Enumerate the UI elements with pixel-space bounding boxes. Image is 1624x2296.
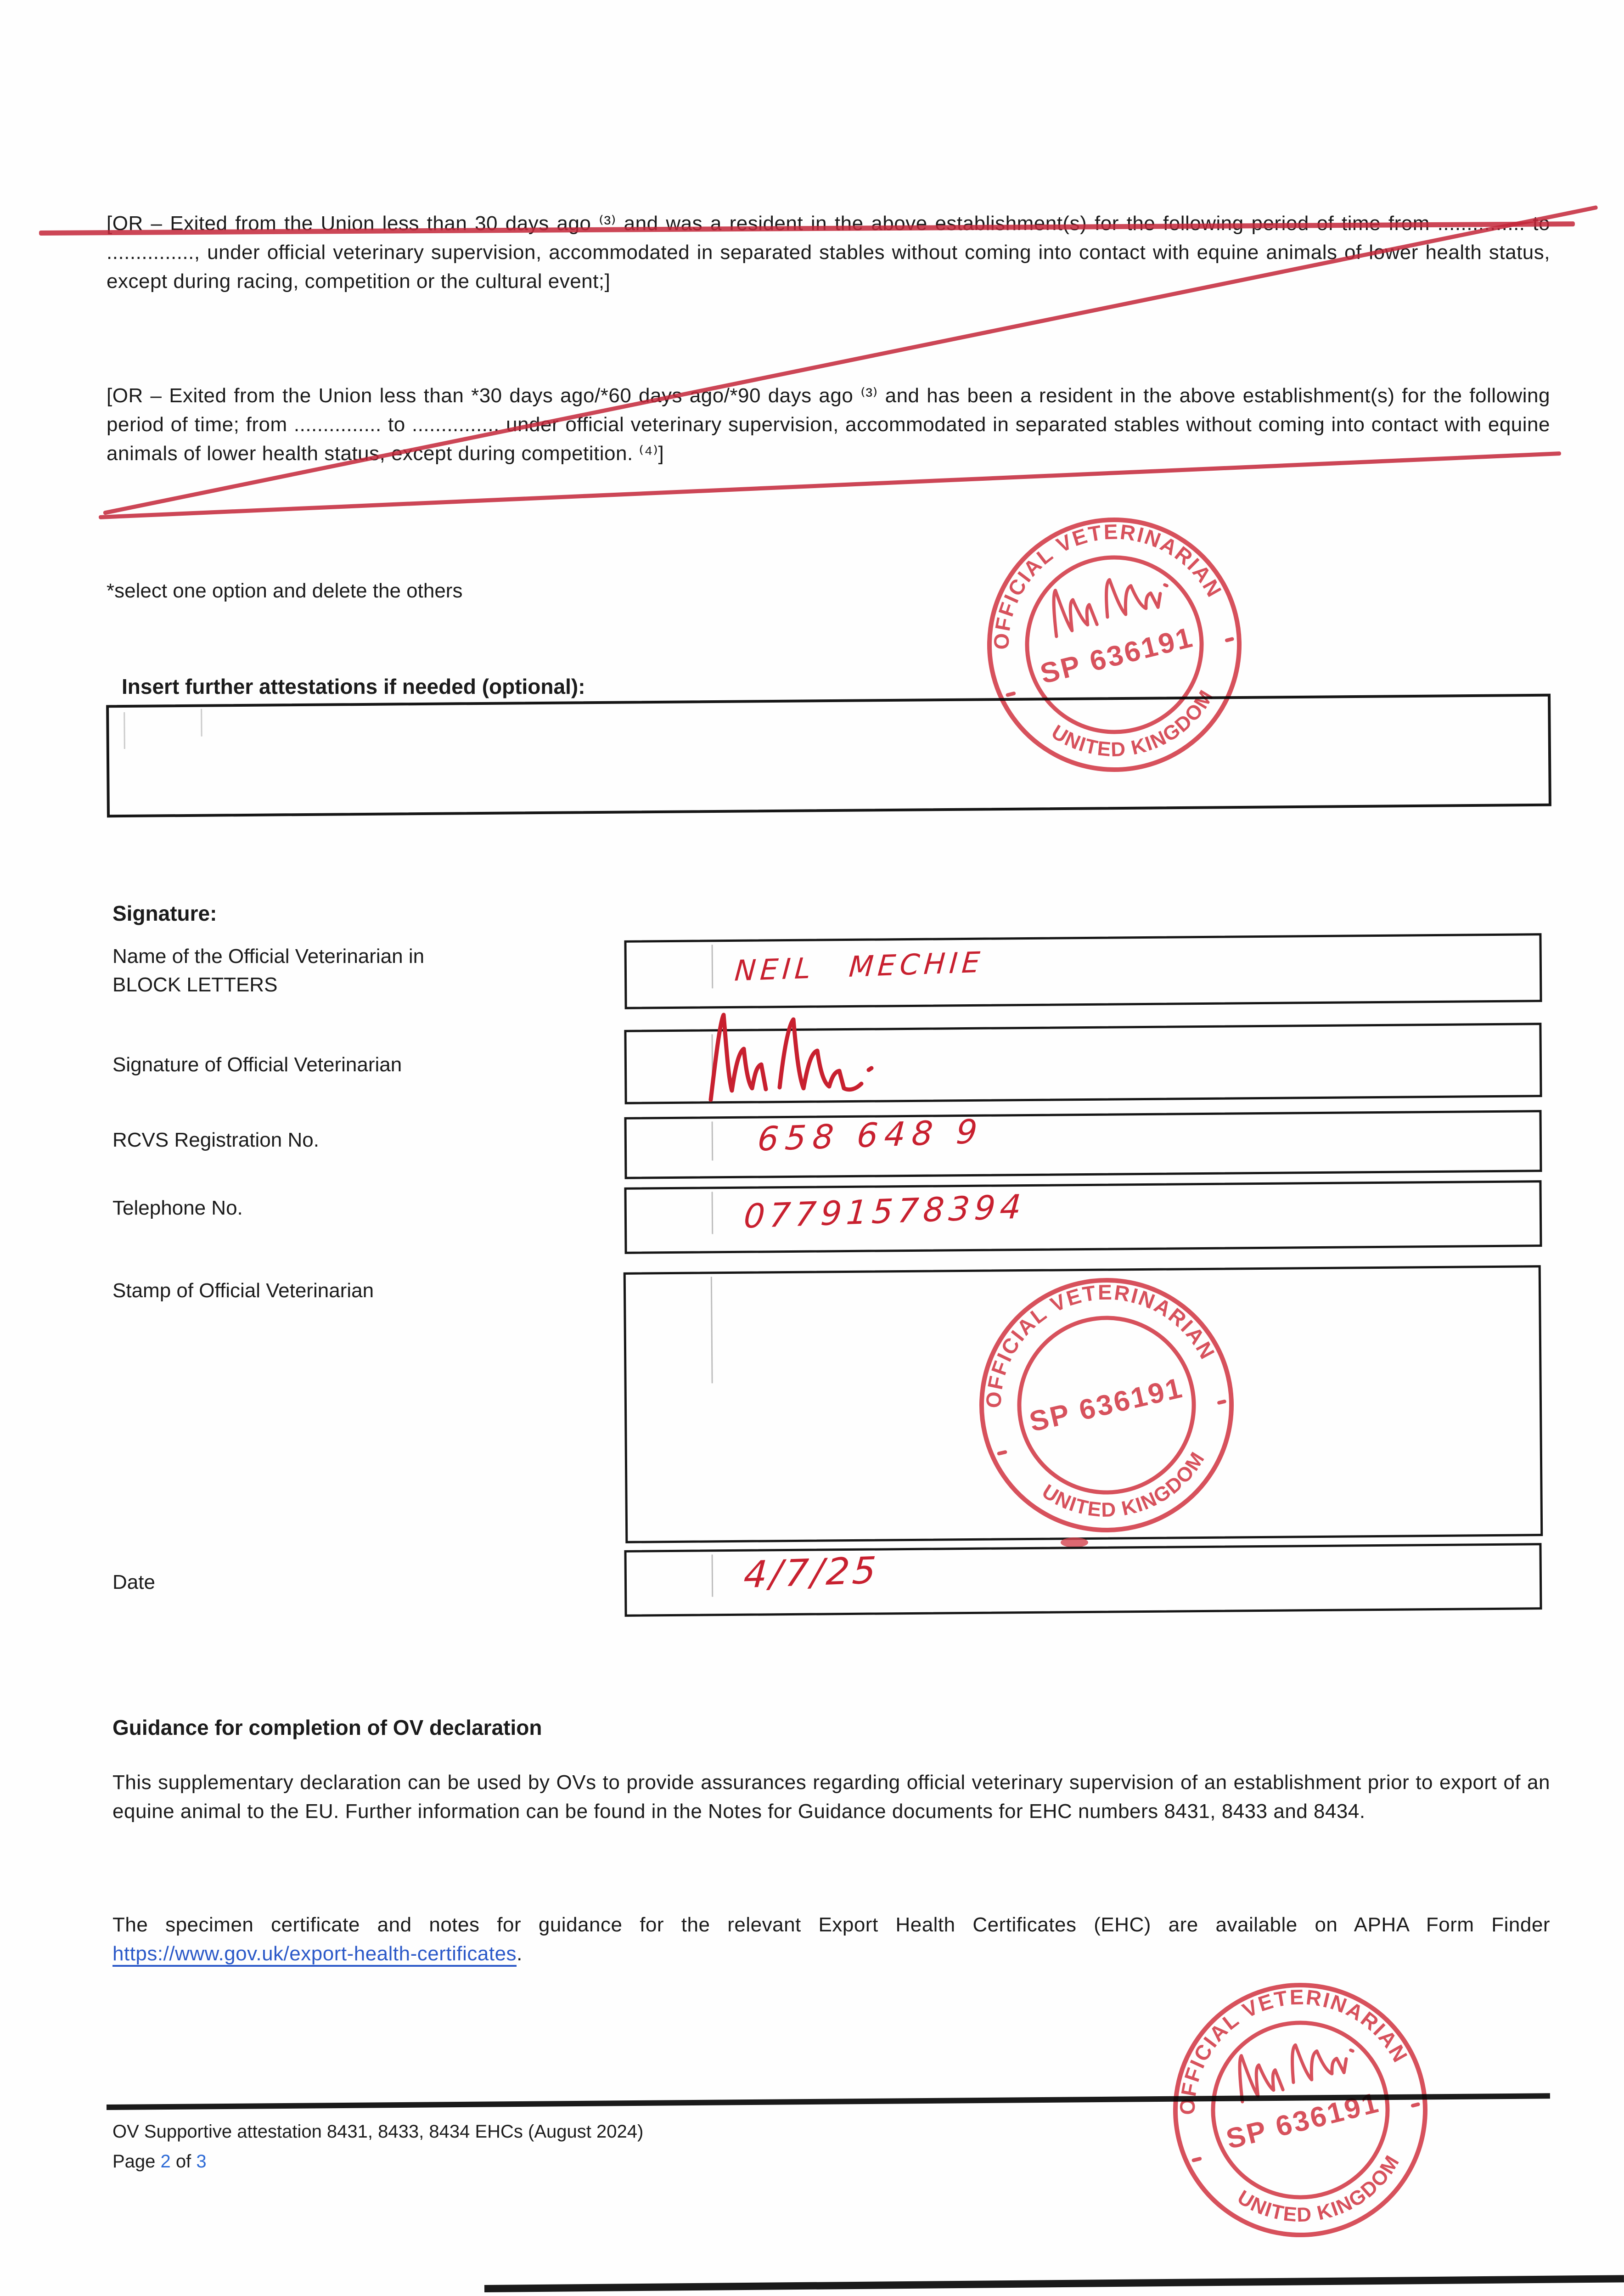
page-current-number: 2 bbox=[160, 2151, 171, 2172]
export-health-certificates-link[interactable]: https://www.gov.uk/export-health-certifi… bbox=[112, 1942, 517, 1965]
name-label: Name of the Official Veterinarian in BLO… bbox=[112, 942, 424, 999]
official-veterinarian-stamp-top: OFFICIAL VETERINARIAN UNITED KINGDOM SP … bbox=[965, 494, 1242, 779]
footer-document-title: OV Supportive attestation 8431, 8433, 84… bbox=[112, 2122, 644, 2142]
stamp-serial-text: SP 636191 bbox=[1037, 621, 1197, 690]
guidance-heading: Guidance for completion of OV declaratio… bbox=[112, 1716, 542, 1739]
stamp-label: Stamp of Official Veterinarian bbox=[112, 1279, 374, 1302]
box-column-divider bbox=[711, 945, 714, 989]
page-of-word: of bbox=[170, 2151, 197, 2172]
stamp-serial-text: SP 636191 bbox=[1223, 2087, 1383, 2155]
signature-label: Signature of Official Veterinarian bbox=[112, 1053, 402, 1076]
stamp-signature-scribble bbox=[1052, 578, 1169, 638]
guidance-paragraph-2-period: . bbox=[517, 1942, 523, 1965]
scan-artifact-tick bbox=[124, 712, 125, 749]
signature-section-heading: Signature: bbox=[112, 901, 217, 925]
option-paragraph-2: [OR – Exited from the Union less than *3… bbox=[107, 384, 1550, 465]
name-label-line1: Name of the Official Veterinarian in bbox=[112, 945, 425, 968]
stamp-left-separator bbox=[997, 1450, 1007, 1456]
guidance-paragraph-2: The specimen certificate and notes for g… bbox=[112, 1910, 1550, 1968]
date-handwritten-value: 4/7/25 bbox=[742, 1548, 880, 1597]
box-column-divider bbox=[711, 1121, 714, 1161]
box-column-divider bbox=[710, 1277, 713, 1384]
rcvs-handwritten-value: 658 648 9 bbox=[756, 1112, 985, 1159]
telephone-label: Telephone No. bbox=[112, 1197, 243, 1219]
page-total-number: 3 bbox=[196, 2151, 207, 2172]
rcvs-label: RCVS Registration No. bbox=[112, 1129, 319, 1151]
date-label: Date bbox=[112, 1571, 155, 1593]
stamp-right-separator bbox=[1410, 2102, 1420, 2108]
box-column-divider bbox=[711, 1192, 714, 1234]
name-label-line2: BLOCK LETTERS bbox=[112, 974, 278, 996]
official-veterinarian-signature-scribble bbox=[708, 1013, 874, 1102]
stamp-right-separator bbox=[1217, 1400, 1226, 1405]
scan-artifact-tick bbox=[201, 709, 202, 737]
stamp-left-separator bbox=[1006, 692, 1016, 697]
page-word: Page bbox=[112, 2151, 161, 2172]
footer-page-indicator: Page 2 of 3 bbox=[112, 2151, 207, 2172]
attestations-input-box[interactable] bbox=[106, 693, 1551, 818]
stamp-left-separator bbox=[1191, 2157, 1202, 2162]
stamp-right-separator bbox=[1225, 637, 1234, 642]
select-option-note: *select one option and delete the others bbox=[107, 580, 463, 602]
guidance-paragraph-1: This supplementary declaration can be us… bbox=[112, 1771, 1550, 1823]
stamp-ink-smudge bbox=[1061, 1537, 1088, 1548]
stamp-serial-text: SP 636191 bbox=[1027, 1372, 1186, 1438]
official-veterinarian-stamp-bottom: OFFICIAL VETERINARIAN UNITED KINGDOM SP … bbox=[1151, 1959, 1427, 2244]
option-paragraph-1: [OR – Exited from the Union less than 30… bbox=[107, 212, 1550, 293]
box-column-divider bbox=[711, 1554, 714, 1597]
stamp-signature-scribble bbox=[1238, 2043, 1354, 2104]
guidance-paragraph-2-text: The specimen certificate and notes for g… bbox=[112, 1913, 1550, 1936]
page-bottom-scan-edge bbox=[484, 2275, 1624, 2292]
attestations-heading: Insert further attestations if needed (o… bbox=[122, 675, 585, 698]
